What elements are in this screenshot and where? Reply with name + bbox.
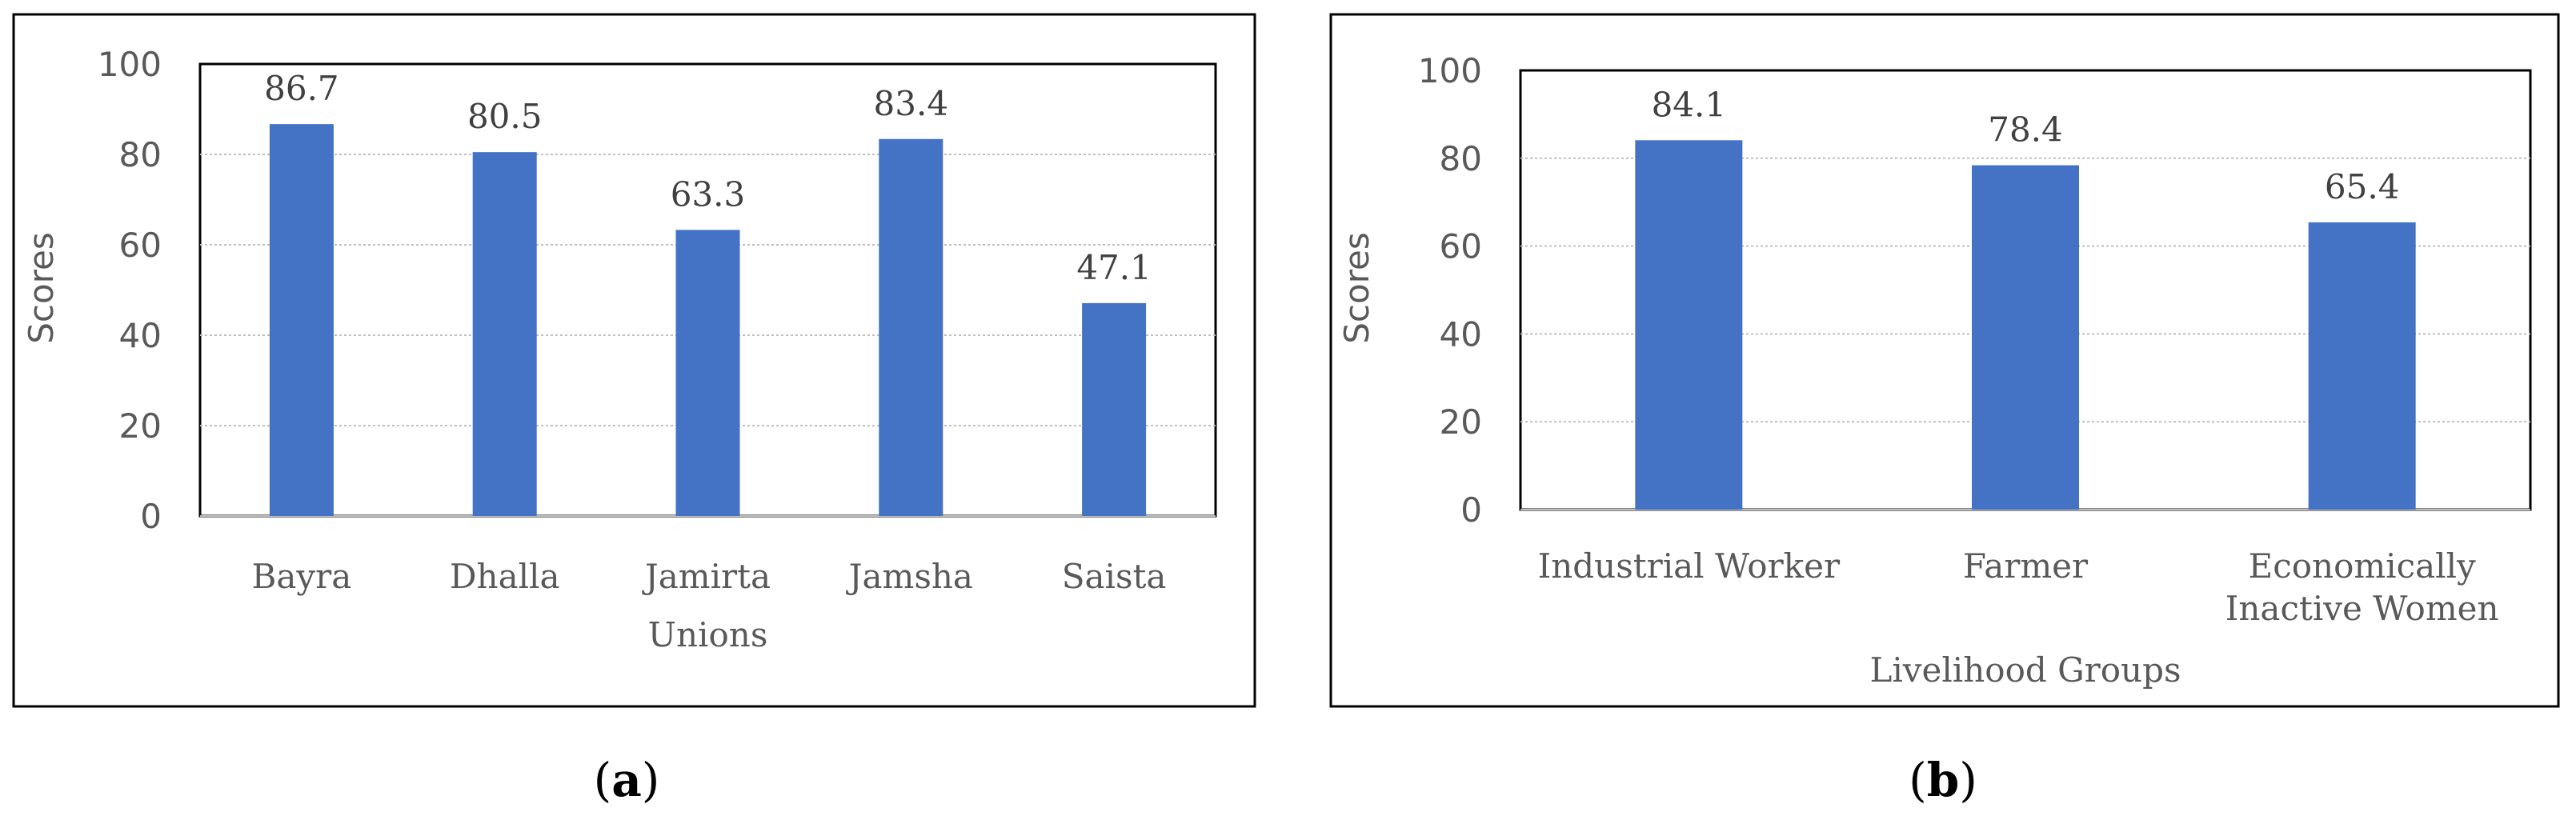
panel-b-chart: 0 20 40 60 80 100 84.1 Industrial Worker 78.4 Far…	[1337, 51, 2532, 690]
y-tick-label: 80	[1440, 139, 1482, 178]
y-tick-label: 60	[119, 226, 162, 265]
category-label: Industrial Worker	[1538, 546, 1841, 586]
category-label: Farmer	[1963, 546, 2089, 586]
bar	[1972, 165, 2079, 510]
y-tick-label: 80	[119, 135, 162, 174]
y-axis-title: Scores	[22, 232, 61, 344]
y-tick-label: 0	[140, 497, 162, 536]
y-axis-title: Scores	[1337, 232, 1376, 344]
y-tick-label: 20	[119, 406, 162, 446]
data-label: 80.5	[467, 97, 543, 136]
panel-b-caption: (b)	[1909, 753, 1977, 807]
category-label: Dhalla	[450, 557, 560, 596]
y-tick-label: 100	[98, 45, 162, 84]
data-label: 63.3	[671, 174, 746, 214]
data-label: 83.4	[874, 84, 949, 123]
category-label: Economically	[2249, 546, 2476, 586]
y-tick-label: 100	[1418, 51, 1482, 90]
data-label: 47.1	[1076, 248, 1152, 287]
bar	[675, 230, 740, 516]
y-tick-label: 40	[119, 316, 162, 355]
y-tick-label: 40	[1440, 314, 1482, 354]
bar	[472, 152, 537, 517]
category-label: Jamsha	[846, 557, 973, 596]
bar	[269, 124, 334, 516]
y-tick-label: 60	[1440, 227, 1482, 266]
x-axis-title: Livelihood Groups	[1869, 650, 2181, 690]
data-label: 84.1	[1652, 85, 1727, 124]
y-tick-label: 0	[1460, 490, 1482, 530]
data-label: 86.7	[264, 69, 339, 108]
category-label: Jamirta	[642, 557, 771, 596]
data-label: 65.4	[2325, 167, 2400, 206]
data-label: 78.4	[1988, 110, 2063, 150]
panel-a-caption: (a)	[594, 753, 660, 807]
category-label: Inactive Women	[2225, 589, 2499, 628]
bar	[879, 138, 943, 517]
panel-a-frame	[12, 13, 1256, 708]
x-axis-title: Unions	[648, 615, 768, 654]
bar	[2308, 222, 2416, 510]
y-tick-label: 20	[1440, 402, 1482, 442]
bar	[1082, 302, 1147, 516]
panel-a-chart: 0 20 40 60 80 100 86.7 Bayra 80.5 Dhalla 63.3 Jamir…	[22, 45, 1217, 654]
category-label: Bayra	[252, 557, 352, 596]
category-label: Saista	[1062, 557, 1167, 596]
bar	[1635, 140, 1743, 510]
